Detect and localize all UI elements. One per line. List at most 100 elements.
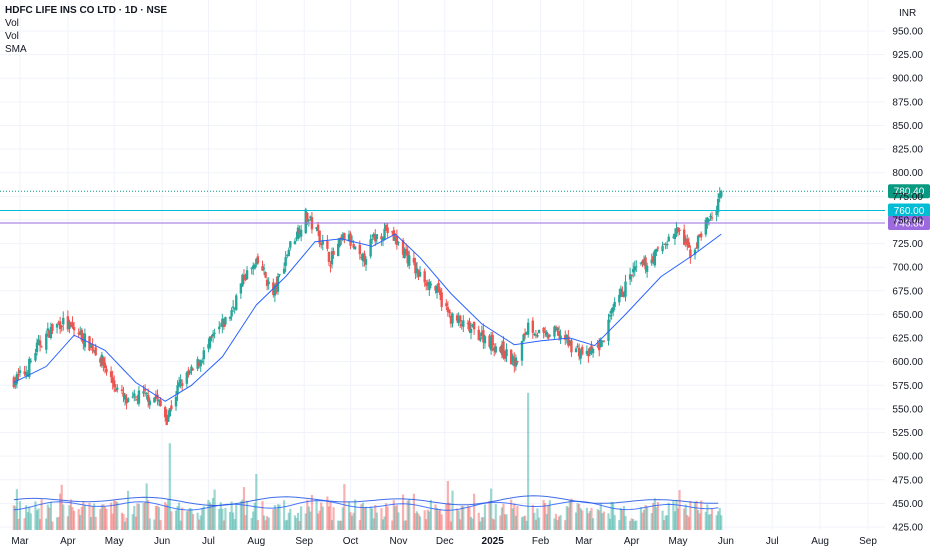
price-tick-label: 925.00 [892, 50, 923, 61]
candle-body [457, 318, 460, 324]
volume-ma-line [13, 495, 719, 506]
volume-bar [224, 507, 227, 530]
volume-bar [667, 502, 670, 530]
candle-body [80, 329, 83, 341]
candle-body [26, 373, 29, 375]
candle-body [289, 241, 292, 248]
candle-body [655, 248, 658, 253]
candle-body [278, 274, 281, 276]
volume-bar [696, 510, 700, 530]
candle-body [661, 245, 664, 252]
candle-body [326, 240, 329, 249]
volume-bar [298, 520, 301, 530]
candle-body [208, 336, 212, 348]
candle-body [384, 225, 388, 231]
candle-body [537, 329, 541, 333]
volume-bar [156, 505, 159, 530]
volume-bar [633, 521, 636, 530]
candle-body [699, 233, 703, 238]
indicator-vol-1[interactable]: Vol [5, 18, 19, 29]
candle-body [633, 266, 636, 271]
candle-body [611, 307, 615, 313]
volume-bar [310, 495, 314, 530]
candle-body [102, 357, 105, 366]
volume-bar [381, 519, 385, 530]
volume-bar [374, 505, 377, 530]
volume-bar [273, 505, 276, 530]
volume-bar [309, 511, 312, 530]
candle-body [284, 257, 287, 266]
volume-bar [490, 488, 493, 530]
indicator-vol-2[interactable]: Vol [5, 31, 19, 42]
candle-body [704, 219, 708, 235]
volume-bar [468, 507, 471, 530]
symbol-title[interactable]: HDFC LIFE INS CO LTD · 1D · NSE [5, 5, 168, 16]
time-tick-label: May [105, 536, 124, 547]
volume-bar [462, 506, 465, 530]
price-axis[interactable]: 950.00 925.00 900.00 875.00 850.00 825.00 800.… [892, 27, 923, 534]
candle-body [228, 316, 232, 319]
volume-bar [153, 519, 156, 530]
volume-bar [527, 392, 530, 530]
volume-bar [148, 518, 151, 530]
volume-bar [208, 502, 212, 530]
candle-body [709, 215, 712, 218]
volume-bar [232, 512, 235, 530]
candle-body [55, 323, 59, 328]
candle-body [202, 350, 206, 360]
candle-body [624, 281, 627, 297]
volume-bar [591, 518, 595, 530]
candle-body [418, 271, 422, 277]
indicator-sma[interactable]: SMA [5, 44, 27, 55]
candle-body [34, 353, 37, 361]
candle-body [40, 346, 43, 348]
volume-bar [211, 497, 215, 530]
volume-bar [332, 507, 335, 530]
candle-body [397, 241, 400, 243]
price-tick-label: 825.00 [892, 145, 923, 156]
volume-bar [460, 505, 463, 530]
volume-bar [361, 502, 365, 530]
volume-bar [102, 504, 105, 530]
candle-body [222, 320, 226, 328]
volume-bar [554, 513, 558, 530]
volume-bar [34, 501, 37, 530]
candle-body [358, 244, 362, 255]
volume-bar [588, 511, 592, 530]
volume-bar [307, 506, 310, 530]
candle-body [503, 356, 507, 359]
candle-body [219, 325, 223, 327]
volume-bar [187, 510, 190, 530]
price-tag-760.00 [888, 203, 930, 218]
volume-bar [505, 514, 508, 530]
candle-body [386, 227, 389, 233]
candle-body [667, 236, 670, 242]
volume-bar [77, 509, 80, 530]
volume-bar [71, 507, 74, 530]
volume-bar [221, 508, 224, 530]
volume-bar [502, 503, 505, 530]
volume-bar [457, 510, 460, 530]
candle-body [545, 331, 548, 336]
candle-body [468, 321, 471, 332]
volume-bar [395, 505, 398, 530]
time-axis[interactable]: Mar Apr May Jun Jul Aug Sep Oct Nov Dec 2025 Feb Mar… [11, 536, 877, 547]
candle-body [17, 374, 20, 376]
candle-body [554, 326, 558, 331]
time-tick-label: Aug [811, 536, 829, 547]
volume-bar [360, 504, 363, 530]
candle-body [392, 230, 395, 241]
candle-body [100, 354, 104, 366]
volume-bar [283, 500, 286, 530]
candle-body [343, 233, 346, 240]
time-tick-label: Jul [202, 536, 215, 547]
volume-bar [557, 516, 561, 530]
candle-body [239, 283, 243, 294]
volume-bar [578, 503, 581, 530]
candle-body [435, 285, 439, 293]
volume-bar [434, 504, 437, 530]
candle-body [244, 278, 247, 281]
volume-bar [230, 501, 233, 530]
